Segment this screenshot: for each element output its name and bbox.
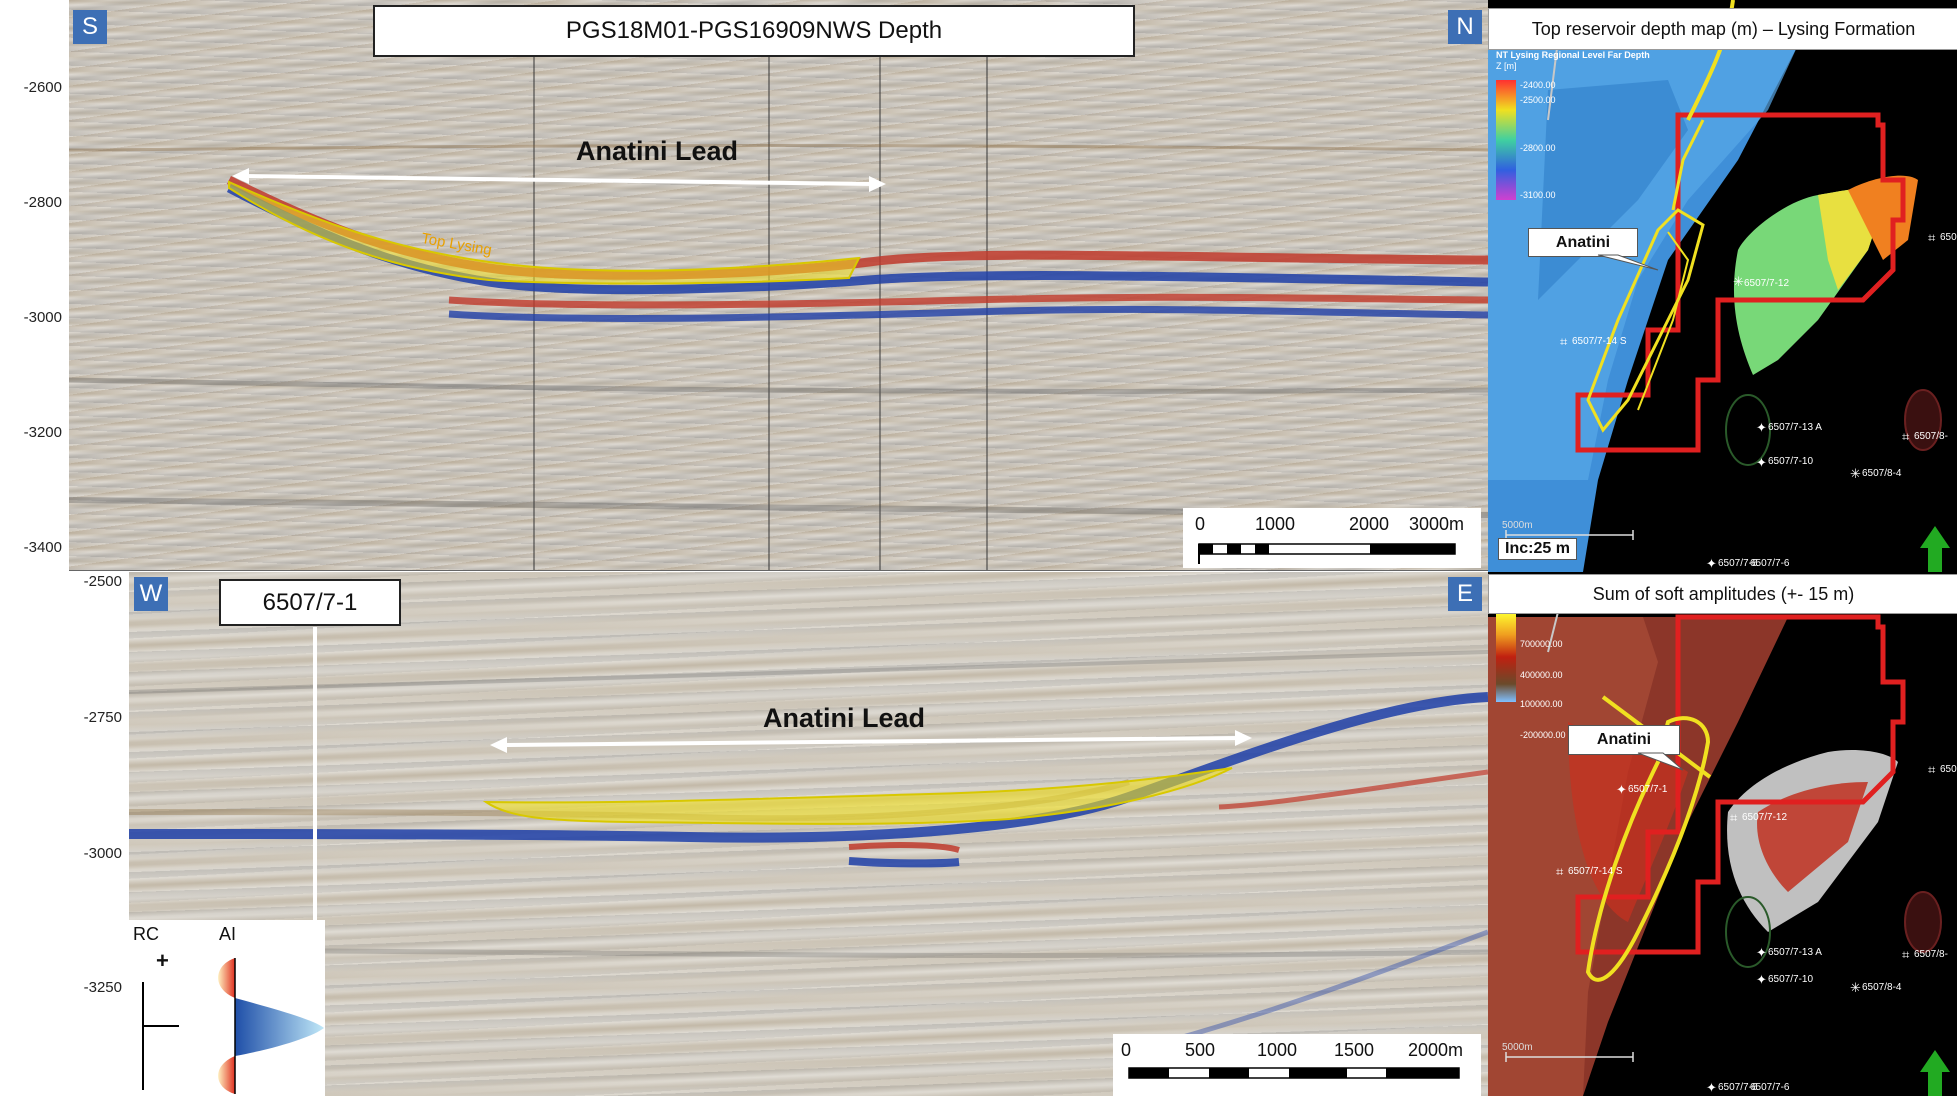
seismic-section-bottom: Anatini Lead RC AI + <box>129 572 1489 1096</box>
scale-label: 1000 <box>1257 1040 1298 1060</box>
scale-bar-graphic <box>1198 543 1456 564</box>
inc-label: Inc:25 m <box>1498 538 1577 560</box>
well-label: 6507/7-14 S <box>1572 336 1627 347</box>
y-tick: -3000 <box>23 309 62 326</box>
well-icon: ✦ <box>1706 1080 1717 1095</box>
callout-pointer <box>1597 254 1659 271</box>
well-label: 6507/7-12 <box>1742 812 1788 823</box>
well-icon: ✳ <box>1850 980 1861 995</box>
legend-value: 400000.00 <box>1520 670 1563 680</box>
legend-value: 700000.00 <box>1520 639 1563 649</box>
well-label: 6507/7-6 <box>1718 1082 1758 1093</box>
ai-label: AI <box>219 924 237 944</box>
well-title: 6507/7-1 <box>219 579 401 626</box>
well-label: 6507/8-4 <box>1862 982 1902 993</box>
well-label: 6507/7-13 A <box>1768 947 1822 958</box>
well-icon: ✳ <box>1733 274 1744 289</box>
scale-bar-graphic <box>1128 1067 1460 1079</box>
well-label: 6507/7-6 <box>1718 558 1758 569</box>
plus-sign: + <box>156 948 169 973</box>
scale-bar-bottom: 0 500 1000 1500 2000m <box>1113 1034 1481 1096</box>
scale-label: 0 <box>1195 514 1206 534</box>
well-icon: ⌗ <box>1556 864 1564 879</box>
well-icon: ⌗ <box>1902 429 1910 444</box>
legend-value: -3100.00 <box>1520 190 1556 200</box>
well-label: 6507/7-6 <box>1750 1082 1790 1093</box>
y-tick: -3400 <box>23 539 62 556</box>
polarity-legend: RC AI + <box>129 920 325 1096</box>
well-icon: ✦ <box>1756 945 1767 960</box>
scale-label: 0 <box>1121 1040 1132 1060</box>
y-tick: -3000 <box>83 845 122 862</box>
well-label: 6507/7-1 <box>1628 784 1668 795</box>
amplitude-map-bottom: 700000.00 400000.00 100000.00 -200000.00… <box>1488 572 1957 1096</box>
map-scale-label: 5000m <box>1502 520 1533 531</box>
y-tick: -2800 <box>23 194 62 211</box>
well-icon: ✦ <box>1756 455 1767 470</box>
anatini-callout: Anatini <box>1528 228 1638 257</box>
direction-badge-e: E <box>1448 577 1482 611</box>
lead-label: Anatini Lead <box>763 703 926 733</box>
direction-badge-w: W <box>134 577 168 611</box>
map-title-top: Top reservoir depth map (m) – Lysing For… <box>1488 8 1957 50</box>
seismic-reflectors-bottom <box>129 627 1488 1096</box>
well-icon: ✳ <box>1850 466 1861 481</box>
well-label: 6507/8- <box>1914 431 1948 442</box>
legend-value: -200000.00 <box>1520 730 1566 740</box>
well-label: 6507/7-14 S <box>1568 866 1623 877</box>
legend-value: -2400.00 <box>1520 80 1556 90</box>
scale-label: 1500 <box>1334 1040 1375 1060</box>
direction-badge-n: N <box>1448 10 1482 44</box>
scale-label: 1000 <box>1255 514 1296 534</box>
map-title-bottom: Sum of soft amplitudes (+- 15 m) <box>1488 574 1957 614</box>
well-icon: ⌗ <box>1928 230 1936 245</box>
legend-title: NT Lysing Regional Level Far Depth <box>1496 50 1650 60</box>
callout-pointer <box>1637 752 1684 771</box>
legend-value: -2800.00 <box>1520 143 1556 153</box>
polarity-wavelet <box>142 958 324 1094</box>
seismic-section-top: Anatini Lead Top Lysing <box>69 0 1489 571</box>
y-tick: -3200 <box>23 424 62 441</box>
scale-label: 2000m <box>1408 1040 1464 1060</box>
well-icon: ⌗ <box>1928 762 1936 777</box>
well-icon: ✦ <box>1706 556 1717 571</box>
well-icon: ✦ <box>1616 782 1627 797</box>
direction-badge-s: S <box>73 10 107 44</box>
well-icon: ✦ <box>1756 972 1767 987</box>
map-scale-label: 5000m <box>1502 1042 1533 1053</box>
scale-label: 3000m <box>1409 514 1465 534</box>
legend-value: -2500.00 <box>1520 95 1556 105</box>
well-label: 6507/7-10 <box>1768 456 1814 467</box>
well-label: 6507/7-10 <box>1768 974 1814 985</box>
y-tick: -3250 <box>83 979 122 996</box>
well-label: 6507/7-12 <box>1744 278 1790 289</box>
well-icon: ⌗ <box>1560 334 1568 349</box>
y-tick: -2500 <box>83 573 122 590</box>
well-label: 6507/7-13 A <box>1768 422 1822 433</box>
well-icon: ⌗ <box>1730 810 1738 825</box>
scale-label: 500 <box>1185 1040 1216 1060</box>
scale-label: 2000 <box>1349 514 1390 534</box>
legend-value: 100000.00 <box>1520 699 1563 709</box>
lead-label: Anatini Lead <box>576 136 739 166</box>
well-icon: ✦ <box>1756 420 1767 435</box>
section-title: PGS18M01-PGS16909NWS Depth <box>373 5 1135 57</box>
well-label: 6507/7-6 <box>1750 558 1790 569</box>
well-icon: ⌗ <box>1902 947 1910 962</box>
y-tick: -2600 <box>23 79 62 96</box>
well-label: 650 <box>1940 764 1957 775</box>
well-label: 6507/8-4 <box>1862 468 1902 479</box>
well-label: 650 <box>1940 232 1957 243</box>
rc-label: RC <box>133 924 159 944</box>
y-tick: -2750 <box>83 709 122 726</box>
seismic-reflectors-top <box>69 55 1488 570</box>
legend-unit: Z [m] <box>1496 61 1517 71</box>
scale-bar-top: 0 1000 2000 3000m <box>1183 508 1481 568</box>
well-label: 6507/8- <box>1914 949 1948 960</box>
anatini-callout: Anatini <box>1568 725 1680 755</box>
depth-map-top: NT Lysing Regional Level Far Depth Z [m]… <box>1488 0 1957 572</box>
